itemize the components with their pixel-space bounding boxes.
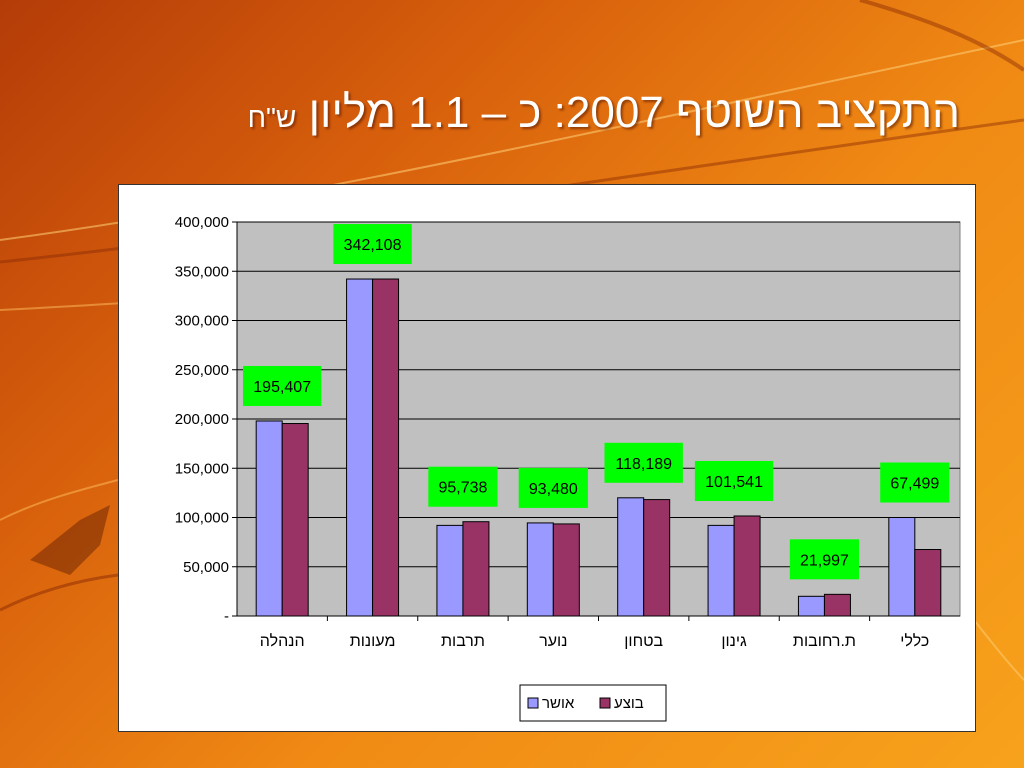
title-unit: ש"ח [247, 102, 297, 133]
data-label-box [880, 462, 950, 503]
data-label: 67,499 [890, 476, 939, 493]
bar-approved [255, 420, 283, 617]
y-tick-label: 150,000 [175, 460, 229, 477]
legend-swatch-approved [527, 697, 539, 709]
bar-executed [462, 521, 490, 617]
legend-swatch-executed [599, 697, 611, 709]
y-tick-label: 200,000 [175, 411, 229, 428]
category-label: מעונות [350, 633, 396, 650]
slide-title: התקציב השוטף 2007: כ – 1.1 מליון ש"ח [0, 88, 960, 138]
category-label: בטחון [624, 633, 663, 650]
data-label-box [789, 539, 860, 580]
bar-executed [552, 523, 580, 617]
y-tick-label: 250,000 [175, 362, 229, 379]
bar-executed [643, 499, 671, 617]
category-label: תרבות [441, 633, 485, 650]
data-label: 118,189 [615, 456, 672, 473]
data-label-box [694, 460, 774, 501]
bar-approved [346, 278, 374, 617]
y-tick-label: 100,000 [175, 510, 229, 527]
data-label: 195,407 [253, 379, 311, 396]
data-label-box [242, 365, 322, 406]
y-tick-label: 350,000 [175, 263, 229, 280]
bar-approved [707, 524, 735, 617]
bar-approved [888, 517, 916, 617]
title-main: התקציב השוטף 2007: כ – 1.1 מליון [308, 88, 960, 137]
bar-executed [281, 423, 309, 617]
legend [519, 684, 667, 722]
bar-approved [797, 595, 825, 617]
bar-approved [617, 497, 645, 617]
bar-executed [733, 515, 761, 617]
bar-executed [823, 593, 851, 617]
y-tick-label: - [224, 608, 229, 625]
y-tick-label: 400,000 [175, 214, 229, 231]
data-label-box [428, 466, 498, 507]
category-label: הנהלה [260, 632, 305, 650]
category-label: ת.רחובות [793, 633, 856, 650]
bar-approved [526, 522, 554, 617]
data-label-box [333, 224, 412, 265]
bar-executed [372, 278, 400, 617]
y-tick-label: 50,000 [183, 559, 229, 576]
data-label: 93,480 [529, 481, 578, 498]
data-label: 342,108 [344, 237, 402, 254]
data-label-box [518, 467, 588, 508]
budget-bar-chart: - 50,000 100,000 150,000 200,000 250,000 300,0… [175, 214, 961, 722]
data-label: 95,738 [438, 480, 487, 497]
bar-approved [436, 524, 464, 617]
chart-panel: - 50,000 100,000 150,000 200,000 250,000 300,0… [118, 184, 976, 732]
data-label: 21,997 [800, 552, 849, 569]
legend-label-executed: בוצע [614, 695, 644, 712]
category-label: גינון [721, 633, 747, 650]
legend-label-approved: אושר [542, 695, 575, 712]
y-tick-label: 300,000 [175, 313, 229, 330]
data-label: 101,541 [705, 474, 763, 491]
category-label: כללי [900, 632, 929, 650]
data-label-box [604, 442, 683, 483]
bar-executed [914, 549, 942, 617]
category-label: נוער [539, 633, 567, 650]
